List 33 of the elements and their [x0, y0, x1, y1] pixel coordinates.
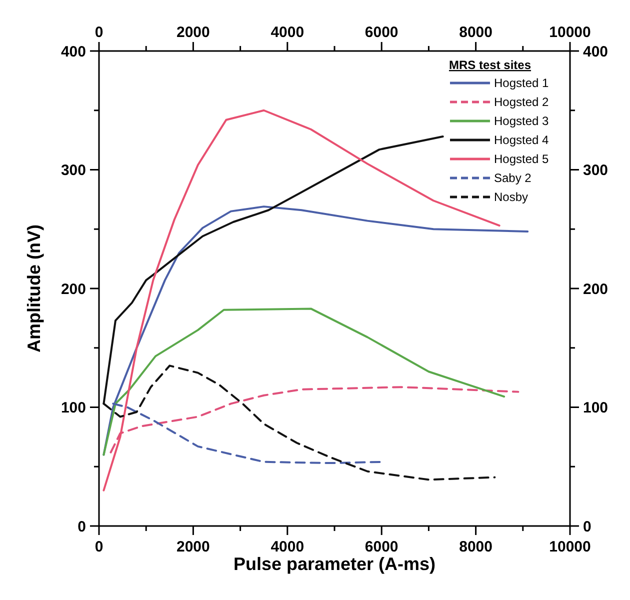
legend-label: Nosby [494, 190, 528, 204]
y2-tick-label: 400 [583, 43, 608, 60]
y2-tick-label: 100 [583, 400, 608, 416]
x-tick-label: 10000 [549, 24, 591, 41]
legend-label: Hogsted 1 [494, 76, 550, 90]
x-axis-title: Pulse parameter (A-ms) [233, 554, 436, 574]
legend-label: Hogsted 2 [494, 95, 550, 110]
x-tick-label: 4000 [270, 24, 304, 41]
x2-tick-label: 6000 [364, 538, 398, 556]
line-series [102, 308, 506, 456]
y-tick-label: 200 [60, 280, 86, 298]
legend-label: Hogsted 5 [494, 152, 550, 166]
legend-label: Saby 2 [494, 171, 532, 186]
y-tick-label: 400 [60, 43, 86, 60]
x-tick-label: 6000 [364, 24, 398, 41]
y-tick-label: 0 [78, 518, 86, 536]
y-tick-label: 100 [60, 400, 86, 416]
y2-tick-label: 300 [583, 162, 608, 179]
y-axis-title: Amplitude (nV) [24, 224, 44, 352]
x-tick-label: 2000 [176, 24, 210, 41]
legend-label: Hogsted 3 [494, 114, 550, 128]
x2-tick-label: 8000 [459, 538, 492, 556]
y2-tick-label: 0 [583, 518, 592, 536]
x2-tick-label: 0 [94, 538, 104, 556]
x-tick-label: 8000 [459, 24, 492, 41]
x-tick-label: 0 [94, 24, 104, 41]
x2-tick-label: 4000 [270, 538, 304, 556]
y-tick-label: 300 [60, 162, 86, 179]
x2-tick-label: 10000 [549, 538, 591, 556]
legend-label: Hogsted 4 [494, 133, 550, 148]
x2-tick-label: 2000 [176, 538, 210, 556]
legend-title: MRS test sites [448, 58, 532, 72]
y2-tick-label: 200 [583, 280, 608, 298]
